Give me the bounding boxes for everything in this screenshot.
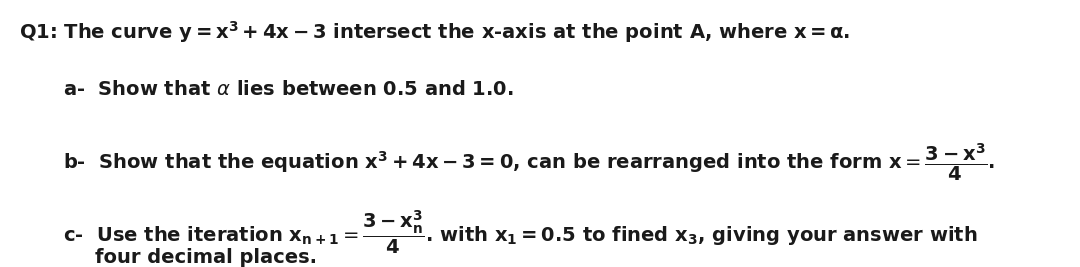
Text: b-  Show that the equation $\mathbf{x^3 + 4x - 3 = 0}$, can be rearranged into t: b- Show that the equation $\mathbf{x^3 +…	[63, 142, 995, 183]
Text: c-  Use the iteration $\mathbf{x_{n+1}} = \dfrac{\mathbf{3-x_n^3}}{\mathbf{4}}$.: c- Use the iteration $\mathbf{x_{n+1}} =…	[63, 208, 977, 256]
Text: four decimal places.: four decimal places.	[95, 248, 318, 267]
Text: Q1: The curve $\mathbf{y = x^3 + 4x - 3}$ intersect the $\mathbf{x}$-$\mathbf{ax: Q1: The curve $\mathbf{y = x^3 + 4x - 3}…	[19, 19, 851, 45]
Text: a-  Show that $\mathit{\alpha}$ lies between $\mathbf{0.5}$ and $\mathbf{1.0}$.: a- Show that $\mathit{\alpha}$ lies betw…	[63, 80, 513, 99]
